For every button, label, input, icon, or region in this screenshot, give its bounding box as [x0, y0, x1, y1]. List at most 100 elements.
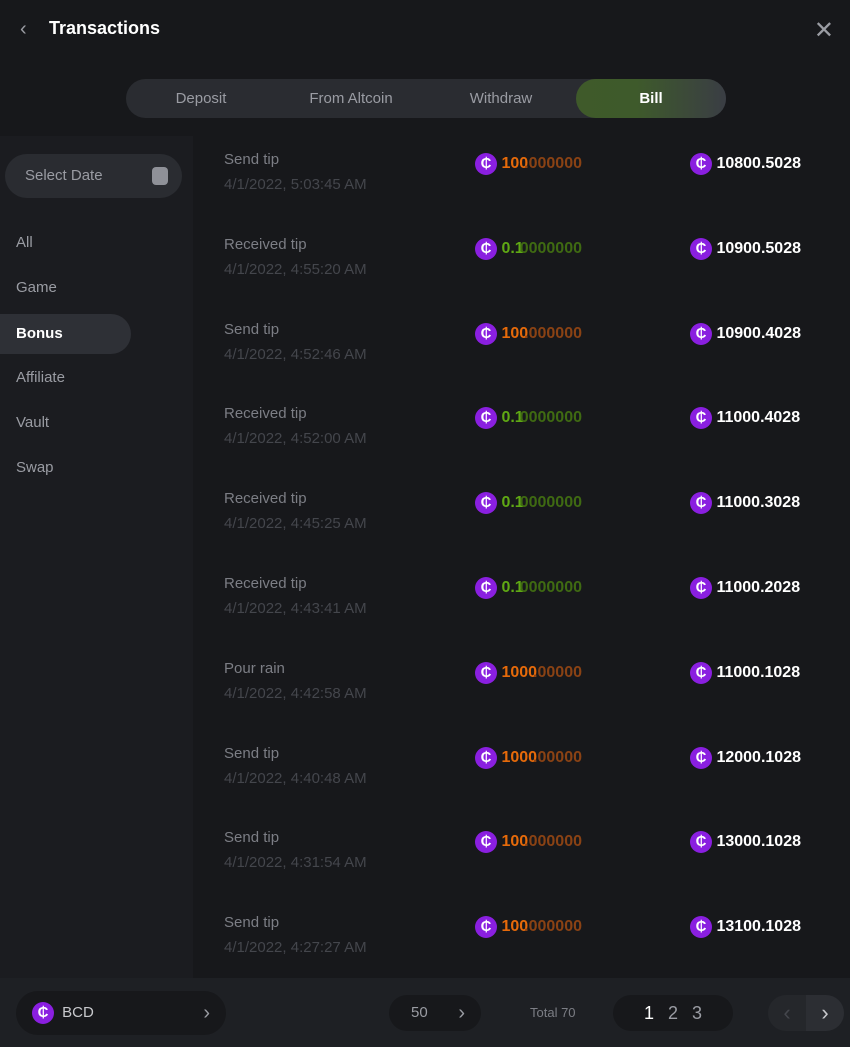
table-row[interactable]: Received tip 4/1/2022, 4:55:20 AM ₵ 0.10…	[224, 236, 834, 296]
chevron-right-icon: ›	[458, 1002, 465, 1024]
chevron-left-icon[interactable]: ‹	[20, 18, 27, 40]
table-row[interactable]: Send tip 4/1/2022, 5:03:45 AM ₵ 100.0000…	[224, 151, 834, 211]
table-row[interactable]: Received tip 4/1/2022, 4:45:25 AM ₵ 0.10…	[224, 490, 834, 550]
footer: ₵ BCD › 50 › Total 70 1 2 3 ‹ ›	[0, 978, 850, 1047]
bcd-coin-icon: ₵	[690, 322, 712, 345]
transaction-amount: ₵ 100.000000	[475, 153, 582, 175]
sidebar-item-bonus[interactable]: Bonus	[0, 314, 131, 354]
sidebar-item-all[interactable]: All	[16, 234, 33, 251]
bcd-coin-icon: ₵	[475, 153, 497, 175]
transaction-type: Received tip	[224, 235, 307, 253]
bcd-coin-icon: ₵	[690, 153, 712, 175]
amount-main: 100	[501, 833, 529, 851]
bcd-coin-icon: ₵	[690, 746, 712, 769]
transaction-type: Send tip	[224, 320, 280, 338]
amount-main: 0.1	[501, 494, 524, 512]
transaction-type: Received tip	[224, 405, 307, 423]
page-size-selector[interactable]: 50 ›	[389, 995, 481, 1031]
tab-bill[interactable]: Bill	[576, 79, 726, 118]
amount-fraction: .00000	[533, 663, 582, 681]
transaction-type: Send tip	[224, 829, 280, 847]
table-row[interactable]: Send tip 4/1/2022, 4:27:27 AM ₵ 100.0000…	[224, 914, 834, 974]
amount-fraction: .000000	[524, 918, 582, 936]
transaction-type: Send tip	[224, 744, 280, 762]
table-row[interactable]: Received tip 4/1/2022, 4:52:00 AM ₵ 0.10…	[224, 405, 834, 465]
bcd-coin-icon: ₵	[690, 831, 712, 854]
sidebar-item-affiliate[interactable]: Affiliate	[16, 369, 65, 386]
bcd-coin-icon: ₵	[690, 916, 712, 939]
balance-value: 11000.1028	[716, 663, 801, 681]
chevron-right-icon: ›	[203, 1002, 210, 1024]
currency-selector[interactable]: ₵ BCD ›	[16, 991, 226, 1035]
bcd-coin-icon: ₵	[475, 916, 497, 939]
bcd-coin-icon: ₵	[690, 492, 712, 515]
table-row[interactable]: Send tip 4/1/2022, 4:40:48 AM ₵ 1000.000…	[224, 745, 834, 805]
page-title: Transactions	[49, 18, 161, 38]
table-row[interactable]: Send tip 4/1/2022, 4:31:54 AM ₵ 100.0000…	[224, 829, 834, 889]
balance: ₵ 11000.4028	[690, 407, 800, 430]
transaction-type: Pour rain	[224, 659, 285, 677]
sidebar-item-vault[interactable]: Vault	[16, 414, 50, 431]
balance-value: 13100.1028	[716, 918, 801, 936]
bcd-coin-icon: ₵	[690, 661, 712, 684]
balance-value: 10900.4028	[716, 324, 801, 342]
transaction-type: Send tip	[224, 151, 280, 168]
balance: ₵ 10900.5028	[690, 237, 801, 260]
tab-withdraw[interactable]: Withdraw	[469, 90, 533, 107]
transaction-amount: ₵ 100.000000	[475, 916, 582, 939]
table-row[interactable]: Send tip 4/1/2022, 4:52:46 AM ₵ 100.0000…	[224, 321, 834, 381]
currency-label: BCD	[62, 1004, 94, 1021]
sidebar-item-swap[interactable]: Swap	[16, 459, 54, 476]
amount-main: 1000	[501, 663, 538, 681]
page-size-value: 50	[411, 1004, 428, 1021]
table-row[interactable]: Received tip 4/1/2022, 4:43:41 AM ₵ 0.10…	[224, 575, 834, 635]
transaction-date: 4/1/2022, 4:31:54 AM	[224, 854, 367, 872]
select-date-placeholder: Select Date	[25, 167, 103, 184]
close-icon[interactable]: ✕	[813, 17, 834, 44]
page-2[interactable]: 2	[667, 1003, 678, 1023]
amount-main: 100	[501, 155, 529, 172]
balance-value: 11000.3028	[716, 494, 801, 512]
prev-page-button[interactable]: ‹	[768, 995, 806, 1031]
sidebar-item-game[interactable]: Game	[16, 279, 57, 296]
transaction-amount: ₵ 0.10000000	[475, 237, 582, 260]
amount-fraction: .000000	[524, 324, 582, 342]
amount-fraction: 0000000	[519, 239, 582, 257]
page-3[interactable]: 3	[692, 1003, 703, 1023]
header: ‹ Transactions ✕	[0, 0, 850, 60]
balance: ₵ 11000.1028	[690, 661, 801, 684]
transaction-date: 4/1/2022, 4:45:25 AM	[224, 515, 367, 533]
amount-main: 100	[501, 324, 529, 342]
transaction-amount: ₵ 100.000000	[475, 831, 582, 854]
transaction-amount: ₵ 1000.00000	[475, 661, 582, 684]
tab-from-altcoin[interactable]: From Altcoin	[309, 90, 393, 107]
select-date-input[interactable]: Select Date	[5, 154, 182, 198]
amount-main: 0.1	[501, 579, 524, 596]
amount-main: 1000	[501, 748, 538, 766]
amount-main: 0.1	[501, 239, 524, 257]
transaction-date: 4/1/2022, 4:52:00 AM	[224, 430, 367, 448]
next-page-button[interactable]: ›	[806, 995, 844, 1031]
table-row[interactable]: Pour rain 4/1/2022, 4:42:58 AM ₵ 1000.00…	[224, 660, 834, 720]
bcd-coin-icon: ₵	[475, 577, 497, 599]
transaction-amount: ₵ 100.000000	[475, 322, 582, 345]
calendar-icon[interactable]	[152, 167, 168, 185]
tab-deposit[interactable]: Deposit	[175, 90, 227, 107]
transaction-date: 4/1/2022, 4:52:46 AM	[224, 345, 367, 363]
amount-fraction: 0000000	[519, 409, 582, 427]
amount-main: 0.1	[501, 409, 524, 427]
balance-value: 12000.1028	[716, 748, 801, 766]
page-1[interactable]: 1	[643, 1003, 654, 1023]
transaction-date: 4/1/2022, 4:27:27 AM	[224, 939, 367, 957]
balance-value: 11000.2028	[716, 579, 801, 596]
transaction-type: Send tip	[224, 914, 280, 932]
transaction-date: 4/1/2022, 5:03:45 AM	[224, 176, 367, 193]
transaction-type: Received tip	[224, 575, 307, 592]
amount-fraction: .00000	[533, 748, 582, 766]
bcd-coin-icon: ₵	[475, 746, 497, 769]
total-count: Total 70	[530, 1005, 576, 1020]
transaction-date: 4/1/2022, 4:42:58 AM	[224, 684, 367, 702]
bcd-coin-icon: ₵	[475, 492, 497, 515]
transaction-amount: ₵ 1000.00000	[475, 746, 582, 769]
transaction-date: 4/1/2022, 4:55:20 AM	[224, 260, 367, 278]
